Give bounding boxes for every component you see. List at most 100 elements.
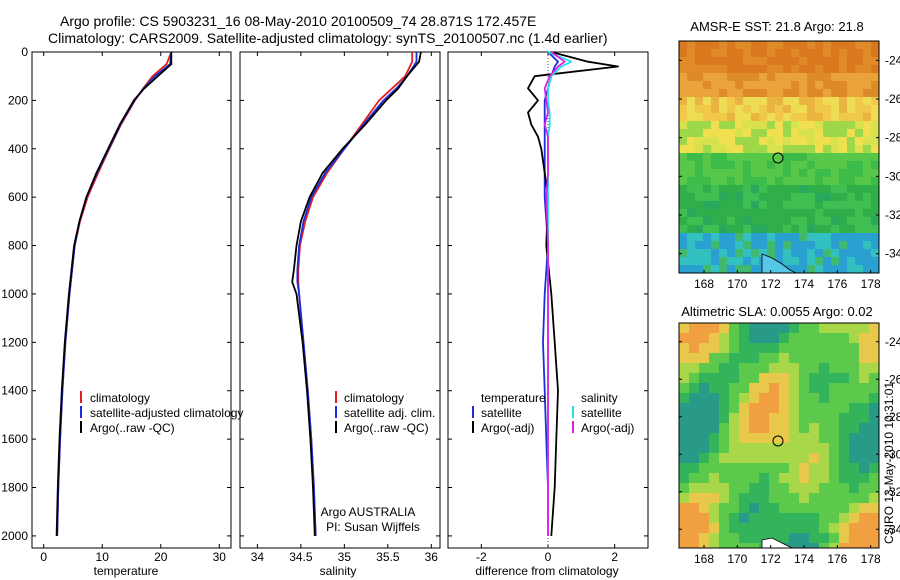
sst-coastline-new-zealand (761, 253, 797, 273)
sst-cell (711, 201, 719, 209)
sla-cell (829, 453, 839, 463)
sst-cell (687, 217, 695, 225)
sla-cell (679, 433, 689, 443)
sla-cell (839, 413, 849, 423)
sst-cell (703, 193, 711, 201)
sst-cell (703, 169, 711, 177)
sla-cell (769, 443, 779, 453)
sst-cell (791, 193, 799, 201)
map-x-tick-label: 174 (794, 277, 814, 291)
sla-cell (839, 483, 849, 493)
sst-cell (823, 57, 831, 65)
sla-cell (819, 353, 829, 363)
sla-cell (859, 373, 869, 383)
sst-cell (719, 249, 727, 257)
sst-cell (775, 49, 783, 57)
sst-cell (863, 145, 871, 153)
sst-cell (855, 225, 863, 233)
sst-cell (831, 201, 839, 209)
sst-cell (759, 241, 767, 249)
sst-cell (687, 257, 695, 265)
sst-cell (679, 121, 687, 129)
map-x-tick-label: 178 (861, 552, 881, 566)
sla-cell (739, 503, 749, 513)
sla-cell (799, 393, 809, 403)
sst-cell (847, 129, 855, 137)
sla-cell (719, 373, 729, 383)
sst-cell (855, 265, 863, 273)
sla-cell (839, 363, 849, 373)
sst-cell (727, 241, 735, 249)
sla-cell (799, 493, 809, 503)
depth-tick-label: 1200 (1, 335, 28, 349)
sla-cell (709, 343, 719, 353)
temperature-x-axis: 0 10 20 30 (32, 51, 231, 564)
sla-cell (809, 503, 819, 513)
sst-cell (735, 73, 743, 81)
sst-cell (679, 137, 687, 145)
sst-cell (727, 265, 735, 273)
sla-cell (819, 463, 829, 473)
sst-cell (855, 49, 863, 57)
sst-cell (695, 265, 703, 273)
sst-cell (735, 161, 743, 169)
sst-cell (759, 137, 767, 145)
sst-cell (703, 137, 711, 145)
sst-cell (807, 241, 815, 249)
sst-cell (783, 241, 791, 249)
sst-cell (719, 177, 727, 185)
sst-cell (703, 161, 711, 169)
sla-cell (719, 533, 729, 543)
sst-cell (815, 201, 823, 209)
sst-cell (823, 81, 831, 89)
sla-cell (779, 503, 789, 513)
sst-cell (719, 97, 727, 105)
sst-cell (847, 41, 855, 49)
sst-cell (831, 97, 839, 105)
sla-cell (729, 453, 739, 463)
sst-cell (799, 81, 807, 89)
sst-cell (703, 65, 711, 73)
sst-cell (735, 57, 743, 65)
sst-cell (695, 121, 703, 129)
sla-cell (779, 413, 789, 423)
sst-cell (759, 49, 767, 57)
sst-cell (807, 41, 815, 49)
sla-cell (849, 513, 859, 523)
sla-cell (769, 413, 779, 423)
sla-cell (809, 493, 819, 503)
sla-cell (789, 343, 799, 353)
sst-cell (711, 185, 719, 193)
sst-cell (871, 153, 879, 161)
sst-cell (743, 49, 751, 57)
sla-cell (689, 513, 699, 523)
sst-cell (839, 81, 847, 89)
sla-cell (709, 423, 719, 433)
sst-cell (847, 241, 855, 249)
sla-cell (739, 413, 749, 423)
sla-map-axes: 168 170 172 174 176 178 -24 -26 -28 -30 -32 -34 (679, 335, 900, 566)
sst-cell (799, 217, 807, 225)
sla-cell (739, 343, 749, 353)
sla-cell (769, 373, 779, 383)
sst-cell (695, 113, 703, 121)
sst-cell (679, 145, 687, 153)
sla-cell (779, 343, 789, 353)
sst-cell (743, 89, 751, 97)
sst-cell (695, 241, 703, 249)
map-y-tick-label: -32 (885, 485, 900, 499)
sst-cell (743, 65, 751, 73)
sst-cell (863, 257, 871, 265)
sst-cell (767, 233, 775, 241)
sst-cell (799, 73, 807, 81)
sla-cell (739, 323, 749, 333)
sst-cell (855, 185, 863, 193)
sla-cell (689, 543, 699, 548)
sla-cell (749, 393, 759, 403)
sla-cell (769, 423, 779, 433)
sst-cell (839, 41, 847, 49)
sst-cell (839, 201, 847, 209)
sst-cell (703, 177, 711, 185)
sst-cell (791, 169, 799, 177)
sla-cell (869, 413, 879, 423)
